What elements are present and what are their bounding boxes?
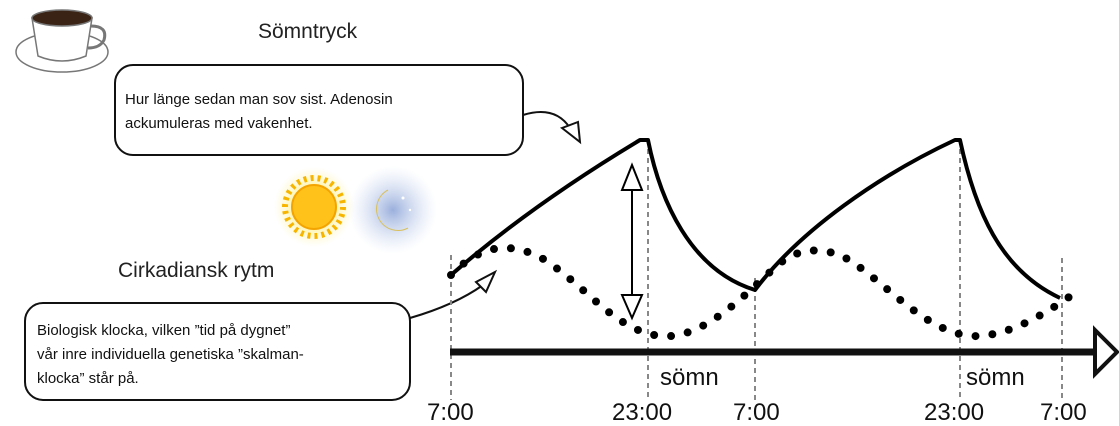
double-arrow bbox=[622, 165, 642, 318]
axis-arrowhead bbox=[1095, 330, 1117, 374]
callout-text: ackumuleras med vakenhet. bbox=[125, 115, 313, 132]
pressure-curve bbox=[451, 140, 1060, 298]
moon-icon bbox=[349, 166, 437, 254]
sleep-label: sömn bbox=[966, 364, 1025, 391]
sun-icon bbox=[274, 167, 354, 247]
page: Sömntryck Hur länge sedan man sov sist. … bbox=[0, 0, 1119, 426]
time-label: 7:00 bbox=[427, 399, 474, 426]
callout-box bbox=[115, 65, 523, 155]
pressure-title: Sömntryck bbox=[258, 20, 358, 43]
callout-text: klocka” står på. bbox=[37, 370, 139, 387]
callout-text: vår inre individuella genetiska ”skalman… bbox=[37, 346, 304, 363]
circadian-curve bbox=[451, 248, 1075, 336]
callout-text: Hur länge sedan man sov sist. Adenosin bbox=[125, 91, 393, 108]
time-label: 7:00 bbox=[1040, 399, 1087, 426]
time-label: 7:00 bbox=[733, 399, 780, 426]
callout-text: Biologisk klocka, vilken ”tid på dygnet” bbox=[37, 322, 290, 339]
sleep-label: sömn bbox=[660, 364, 719, 391]
time-label: 23:00 bbox=[612, 399, 672, 426]
circadian-title: Cirkadiansk rytm bbox=[118, 259, 274, 282]
diagram: Sömntryck Hur länge sedan man sov sist. … bbox=[0, 0, 1119, 426]
coffee-icon bbox=[16, 10, 108, 72]
time-label: 23:00 bbox=[924, 399, 984, 426]
